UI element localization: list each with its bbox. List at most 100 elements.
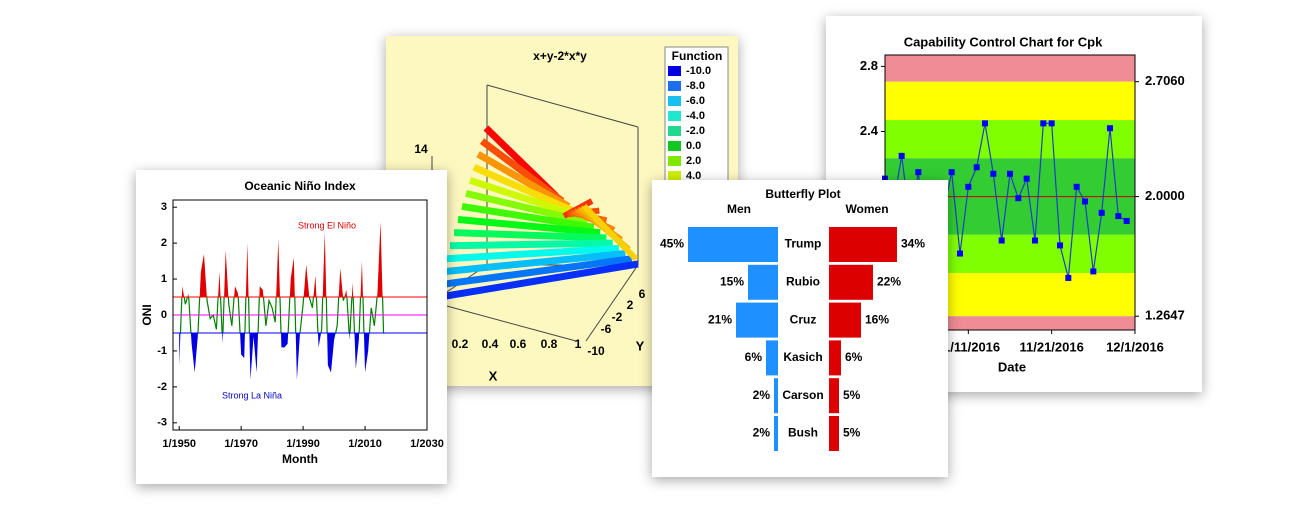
y-tick-label: 1 bbox=[161, 273, 167, 285]
legend-label: 0.0 bbox=[686, 140, 701, 152]
legend-label: 4.0 bbox=[686, 170, 701, 182]
value-label: 2% bbox=[753, 426, 771, 440]
surface-strip bbox=[476, 151, 571, 210]
chart-title: x+y-2*x*y bbox=[533, 49, 587, 63]
annotation: Strong La Niña bbox=[222, 390, 282, 400]
surface-strip bbox=[457, 216, 601, 237]
y-tick-label: -2 bbox=[612, 310, 623, 324]
bar bbox=[774, 416, 778, 451]
data-point bbox=[982, 120, 988, 127]
chart-title: Oceanic Niño Index bbox=[244, 179, 356, 193]
data-point bbox=[1115, 213, 1122, 220]
y-tick-label: 0 bbox=[161, 309, 167, 321]
value-label: 2% bbox=[753, 388, 771, 402]
oni-chart: Oceanic Niño Index ONI Month -3 -2 -1 0 1 2 3 1/19… bbox=[140, 179, 444, 466]
x-tick-label: 0.6 bbox=[510, 337, 527, 351]
annotation: Strong El Niño bbox=[298, 220, 356, 230]
legend-label: Men bbox=[727, 202, 751, 216]
x-axis-title: X bbox=[489, 368, 498, 383]
x-tick-label: 12/1/2016 bbox=[1106, 339, 1164, 354]
value-label: 5% bbox=[843, 426, 861, 440]
bar bbox=[829, 227, 897, 262]
data-point bbox=[915, 169, 922, 176]
legend-swatch bbox=[668, 81, 681, 91]
data-point bbox=[1015, 195, 1022, 202]
y-axis-title: Y bbox=[636, 338, 645, 353]
x-tick-label: 0.8 bbox=[541, 337, 558, 351]
surface-strip bbox=[472, 164, 577, 215]
chart-title: Butterfly Plot bbox=[765, 187, 840, 201]
x-axis-title: Month bbox=[282, 452, 318, 466]
data-point bbox=[1007, 170, 1013, 177]
data-point bbox=[998, 237, 1005, 244]
data-point bbox=[1065, 274, 1072, 281]
oni-line bbox=[179, 297, 385, 333]
data-point bbox=[965, 183, 972, 190]
data-point bbox=[1098, 209, 1105, 216]
surface-strip bbox=[433, 260, 639, 302]
z-tick-label: 14 bbox=[414, 142, 428, 156]
surface-strip bbox=[453, 229, 607, 242]
category-label: Cruz bbox=[790, 312, 817, 326]
x-tick-label: 1/1970 bbox=[224, 438, 258, 450]
y-tick-label: -3 bbox=[157, 417, 167, 429]
x-tick-label: 1/1950 bbox=[162, 438, 196, 450]
bar bbox=[829, 340, 841, 376]
legend-label: 2.0 bbox=[686, 155, 701, 167]
surface-strip bbox=[449, 239, 613, 250]
bar bbox=[736, 302, 778, 338]
la-nina-area bbox=[179, 332, 384, 380]
data-point bbox=[1090, 268, 1097, 275]
data-point bbox=[1107, 125, 1113, 132]
bar bbox=[829, 264, 873, 300]
legend-swatch bbox=[668, 111, 681, 121]
legend-swatch bbox=[668, 171, 681, 181]
butterfly-panel: Butterfly Plot Men Women Trump 45% 34% Rubio 15… bbox=[652, 180, 948, 477]
surface-strip bbox=[441, 250, 626, 276]
category-label: Kasich bbox=[783, 350, 822, 364]
legend-swatch bbox=[668, 66, 681, 76]
value-label: 34% bbox=[901, 237, 925, 251]
zone-band bbox=[885, 81, 1135, 121]
y2-tick-label: 1.2647 bbox=[1145, 308, 1185, 323]
surface-strip bbox=[461, 203, 595, 231]
y-tick-label: 2 bbox=[161, 237, 167, 249]
y-tick-label: 2.8 bbox=[860, 58, 878, 73]
zone-band bbox=[885, 55, 1135, 82]
legend-swatch bbox=[668, 156, 681, 166]
legend-label: -6.0 bbox=[686, 95, 705, 107]
bar bbox=[766, 340, 778, 376]
y-tick-label: 6 bbox=[639, 287, 646, 301]
value-label: 15% bbox=[720, 274, 744, 288]
y-tick-label: -1 bbox=[157, 345, 167, 357]
value-label: 5% bbox=[843, 388, 861, 402]
x-tick-label: 1/1990 bbox=[286, 438, 320, 450]
x-tick-label: 0.4 bbox=[482, 337, 499, 351]
bar bbox=[748, 264, 778, 300]
y-tick-label: -10 bbox=[587, 344, 605, 358]
legend-label: -10.0 bbox=[686, 65, 711, 77]
axis-edge bbox=[431, 301, 577, 342]
zone-band bbox=[885, 120, 1135, 159]
surface-strip bbox=[437, 255, 633, 289]
category-label: Carson bbox=[782, 388, 823, 402]
y-axis-title: ONI bbox=[140, 304, 154, 325]
chart-title: Capability Control Chart for Cpk bbox=[904, 34, 1103, 49]
data-point bbox=[990, 170, 997, 177]
y-tick-label: 2.4 bbox=[860, 123, 879, 138]
x-tick-label: 11/21/2016 bbox=[1019, 339, 1083, 354]
data-point bbox=[1023, 175, 1030, 182]
legend-label: Women bbox=[845, 202, 888, 216]
x-tick-label: 1/2010 bbox=[348, 438, 382, 450]
value-label: 45% bbox=[660, 237, 684, 251]
surface-strip bbox=[445, 244, 620, 263]
x-tick-label: 1/2030 bbox=[410, 438, 444, 450]
data-point bbox=[1040, 120, 1047, 127]
legend-swatch bbox=[668, 126, 681, 136]
surface-strip bbox=[581, 203, 639, 262]
y-tick-label: -6 bbox=[601, 322, 612, 336]
category-label: Rubio bbox=[786, 274, 820, 288]
data-point bbox=[957, 250, 963, 257]
legend-swatch bbox=[668, 96, 681, 106]
bar bbox=[829, 416, 839, 451]
